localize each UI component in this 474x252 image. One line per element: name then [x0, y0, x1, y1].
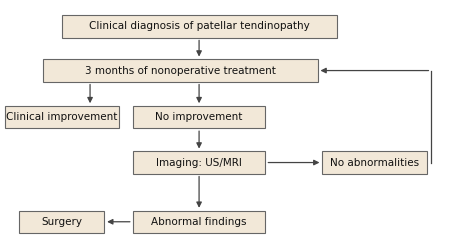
Text: Clinical improvement: Clinical improvement [6, 112, 117, 122]
Text: 3 months of nonoperative treatment: 3 months of nonoperative treatment [85, 66, 275, 76]
FancyBboxPatch shape [43, 59, 318, 82]
Text: Clinical diagnosis of patellar tendinopathy: Clinical diagnosis of patellar tendinopa… [89, 21, 310, 32]
Text: No abnormalities: No abnormalities [330, 158, 419, 168]
FancyBboxPatch shape [19, 211, 104, 233]
FancyBboxPatch shape [133, 106, 265, 128]
FancyBboxPatch shape [5, 106, 118, 128]
Text: Imaging: US/MRI: Imaging: US/MRI [156, 158, 242, 168]
Text: No improvement: No improvement [155, 112, 243, 122]
FancyBboxPatch shape [133, 151, 265, 174]
FancyBboxPatch shape [62, 15, 337, 38]
Text: Surgery: Surgery [41, 217, 82, 227]
FancyBboxPatch shape [322, 151, 427, 174]
FancyBboxPatch shape [133, 211, 265, 233]
Text: Abnormal findings: Abnormal findings [151, 217, 247, 227]
